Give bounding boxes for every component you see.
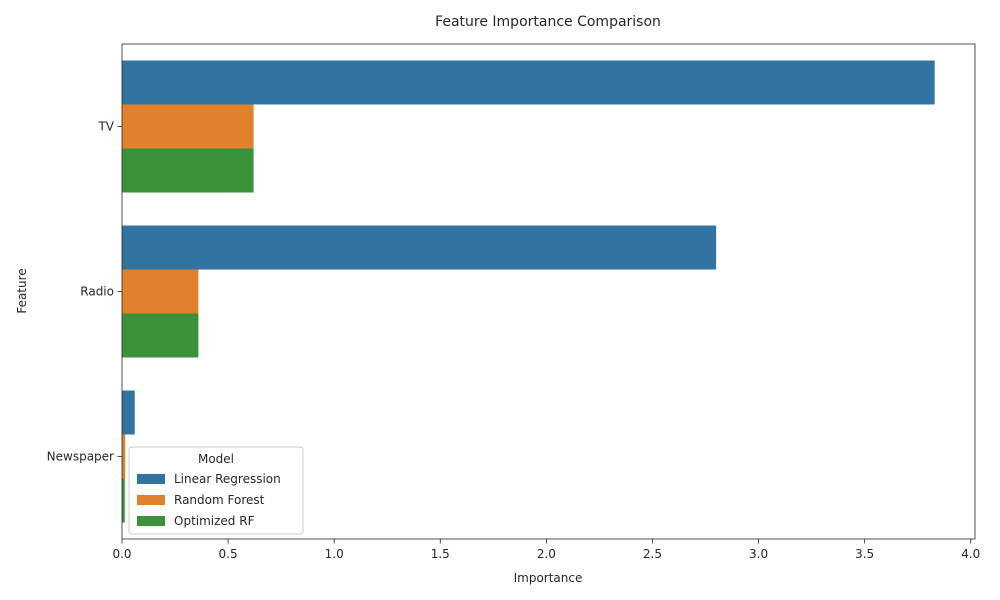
bar-radio-optimized-rf <box>122 313 199 358</box>
legend-swatch <box>137 474 165 484</box>
x-tick-label: 4.0 <box>961 547 980 561</box>
x-tick-label: 3.5 <box>855 547 874 561</box>
legend: Model Linear Regression Random Forest Opti… <box>128 446 304 535</box>
legend-box <box>128 446 304 535</box>
legend-title: Model <box>198 452 234 466</box>
bar-tv-linear-regression <box>122 60 935 105</box>
x-tick-label: 0.5 <box>219 547 238 561</box>
x-tick-label: 1.0 <box>325 547 344 561</box>
chart-title: Feature Importance Comparison <box>435 14 661 30</box>
bar-tv-optimized-rf <box>122 148 254 193</box>
x-axis: 0.0 0.5 1.0 1.5 2.0 2.5 3.0 3.5 4.0 <box>112 539 980 561</box>
x-tick-label: 2.0 <box>537 547 556 561</box>
y-axis-label: Feature <box>15 268 29 313</box>
legend-entry: Optimized RF <box>174 514 255 528</box>
legend-swatch <box>137 516 165 526</box>
bars-group <box>122 60 935 523</box>
bar-radio-linear-regression <box>122 225 717 270</box>
y-axis: TV Radio Newspaper <box>47 120 122 464</box>
x-tick-label: 1.5 <box>431 547 450 561</box>
bar-newspaper-linear-regression <box>122 390 135 435</box>
bar-newspaper-optimized-rf <box>122 478 125 523</box>
bar-newspaper-random-forest <box>122 434 126 479</box>
bar-tv-random-forest <box>122 104 254 149</box>
x-tick-label: 2.5 <box>643 547 662 561</box>
bar-radio-random-forest <box>122 269 199 314</box>
x-axis-label: Importance <box>514 571 583 585</box>
y-tick-label: TV <box>97 120 114 134</box>
legend-entry: Linear Regression <box>174 472 281 486</box>
legend-swatch <box>137 495 165 505</box>
x-tick-label: 3.0 <box>749 547 768 561</box>
legend-entry: Random Forest <box>174 493 265 507</box>
x-tick-label: 0.0 <box>112 547 131 561</box>
y-tick-label: Radio <box>80 285 114 299</box>
y-tick-label: Newspaper <box>47 450 114 464</box>
